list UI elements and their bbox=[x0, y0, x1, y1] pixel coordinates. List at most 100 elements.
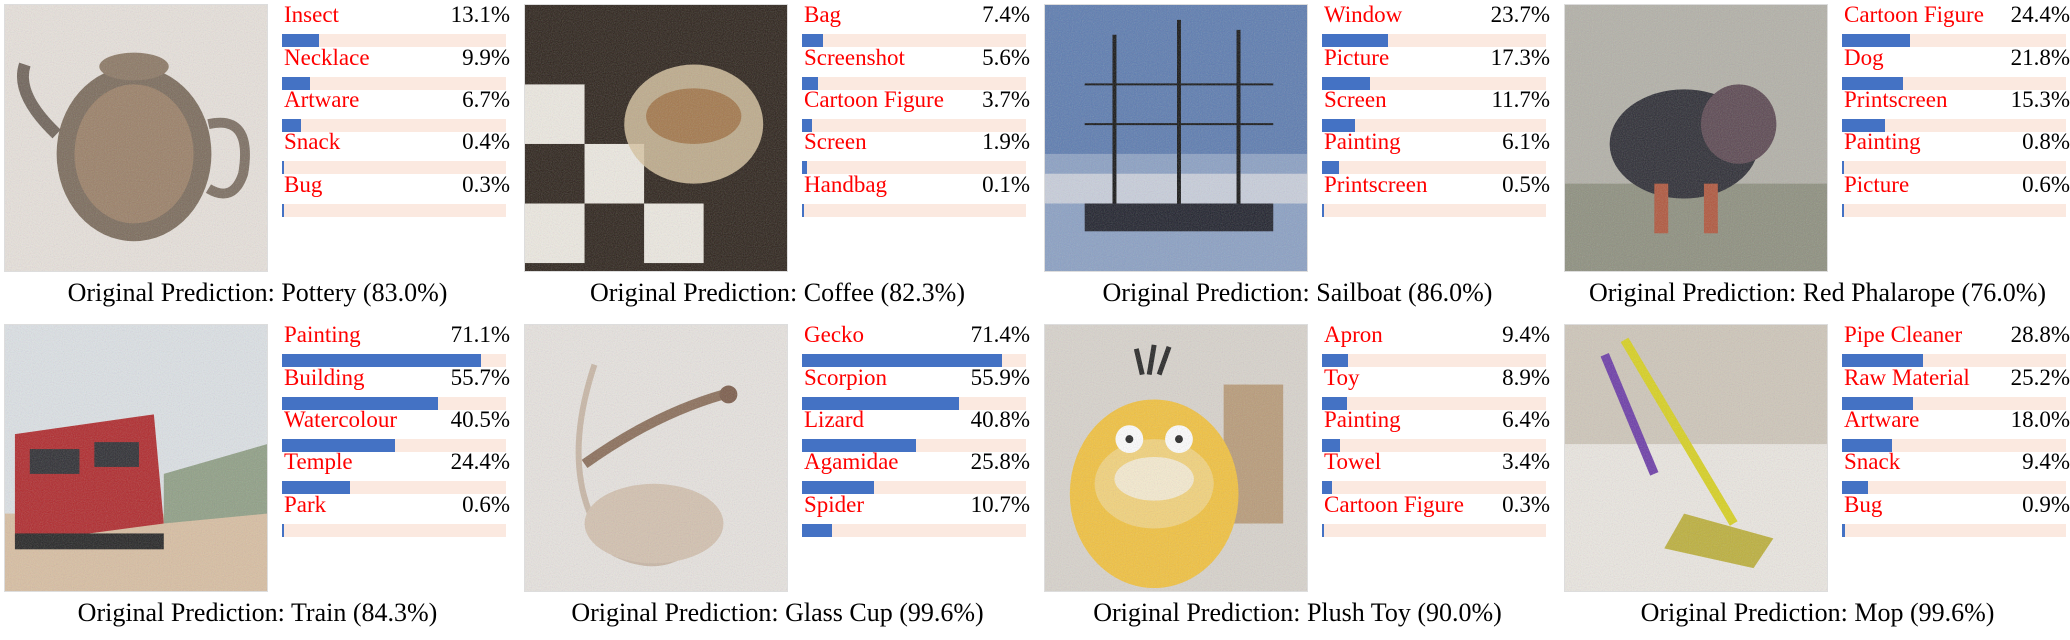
category-label: Cartoon Figure bbox=[1324, 492, 1464, 517]
category-label: Cartoon Figure bbox=[1844, 2, 1984, 27]
bar-track bbox=[1842, 161, 2066, 174]
value-label: 55.7% bbox=[450, 365, 510, 390]
bar bbox=[282, 161, 284, 174]
category-label: Towel bbox=[1324, 449, 1382, 474]
category-label: Snack bbox=[1844, 449, 1901, 474]
bar-row: Cartoon Figure 0.3% bbox=[1322, 490, 1552, 546]
original-prediction-caption: Original Prediction: Plush Toy (90.0%) bbox=[1040, 598, 1555, 628]
value-label: 21.8% bbox=[2010, 45, 2070, 70]
original-prediction-caption: Original Prediction: Coffee (82.3%) bbox=[520, 278, 1035, 308]
bar-row: Window 23.7% bbox=[1322, 0, 1552, 56]
bar-row: Screen 1.9% bbox=[802, 127, 1032, 183]
bar-track bbox=[1322, 481, 1546, 494]
bar-row: Artware 6.7% bbox=[282, 85, 512, 141]
bar-row: Painting 71.1% bbox=[282, 320, 512, 376]
category-label: Apron bbox=[1324, 322, 1383, 347]
category-label: Park bbox=[284, 492, 327, 517]
category-label: Lizard bbox=[804, 407, 865, 432]
bar bbox=[1842, 524, 1845, 537]
caption-prefix: Original Prediction: bbox=[1640, 598, 1848, 627]
bar-track bbox=[282, 354, 506, 367]
bar-row: Printscreen 0.5% bbox=[1322, 170, 1552, 226]
bar-track bbox=[802, 119, 1026, 132]
bar-chart: Gecko 71.4% Scorpion 55.9% Lizard 40.8% Agamid… bbox=[802, 320, 1032, 595]
value-label: 18.0% bbox=[2010, 407, 2070, 432]
bar bbox=[1322, 161, 1339, 174]
bar-track bbox=[1842, 481, 2066, 494]
bar bbox=[1842, 34, 1910, 47]
bar-row: Agamidae 25.8% bbox=[802, 447, 1032, 503]
bar-chart: Insect 13.1% Necklace 9.9% Artware 6.7% Snack 0… bbox=[282, 0, 512, 275]
category-label: Handbag bbox=[804, 172, 888, 197]
bar-track bbox=[1842, 524, 2066, 537]
bar-chart: Cartoon Figure 24.4% Dog 21.8% Printscreen 15… bbox=[1842, 0, 2070, 275]
bar-row: Gecko 71.4% bbox=[802, 320, 1032, 376]
bar-row: Screen 11.7% bbox=[1322, 85, 1552, 141]
bar bbox=[802, 204, 804, 217]
category-label: Gecko bbox=[804, 322, 865, 347]
bar-row: Snack 0.4% bbox=[282, 127, 512, 183]
category-label: Painting bbox=[284, 322, 361, 347]
value-label: 0.6% bbox=[462, 492, 510, 517]
category-label: Insect bbox=[284, 2, 339, 27]
bar bbox=[1842, 354, 1923, 367]
bar-track bbox=[802, 204, 1026, 217]
value-label: 71.1% bbox=[450, 322, 510, 347]
bar-chart: Pipe Cleaner 28.8% Raw Material 25.2% Artwar… bbox=[1842, 320, 2070, 595]
value-label: 7.4% bbox=[982, 2, 1030, 27]
bar-row: Artware 18.0% bbox=[1842, 405, 2070, 461]
caption-prediction: Mop (99.6%) bbox=[1854, 598, 1995, 627]
value-label: 5.6% bbox=[982, 45, 1030, 70]
bar-row: Screenshot 5.6% bbox=[802, 43, 1032, 99]
bar-track bbox=[1842, 439, 2066, 452]
image-train bbox=[4, 324, 268, 592]
bar-row: Cartoon Figure 24.4% bbox=[1842, 0, 2070, 56]
category-label: Painting bbox=[1324, 407, 1401, 432]
bar-row: Painting 6.1% bbox=[1322, 127, 1552, 183]
category-label: Printscreen bbox=[1844, 87, 1948, 112]
category-label: Snack bbox=[284, 129, 341, 154]
value-label: 40.8% bbox=[970, 407, 1030, 432]
value-label: 0.3% bbox=[1502, 492, 1550, 517]
category-label: Screenshot bbox=[804, 45, 905, 70]
bar-row: Scorpion 55.9% bbox=[802, 363, 1032, 419]
bar bbox=[802, 354, 1002, 367]
bar-row: Snack 9.4% bbox=[1842, 447, 2070, 503]
bar-row: Dog 21.8% bbox=[1842, 43, 2070, 99]
bar-row: Painting 6.4% bbox=[1322, 405, 1552, 461]
bar-track bbox=[1842, 204, 2066, 217]
value-label: 11.7% bbox=[1491, 87, 1550, 112]
value-label: 25.2% bbox=[2010, 365, 2070, 390]
bar-row: Park 0.6% bbox=[282, 490, 512, 546]
bar-row: Bag 7.4% bbox=[802, 0, 1032, 56]
value-label: 55.9% bbox=[970, 365, 1030, 390]
value-label: 6.7% bbox=[462, 87, 510, 112]
category-label: Building bbox=[284, 365, 365, 390]
bar-track bbox=[282, 161, 506, 174]
bar bbox=[1322, 204, 1324, 217]
bar bbox=[1322, 119, 1355, 132]
bar-row: Watercolour 40.5% bbox=[282, 405, 512, 461]
bar-row: Painting 0.8% bbox=[1842, 127, 2070, 183]
bar-row: Necklace 9.9% bbox=[282, 43, 512, 99]
category-label: Screen bbox=[804, 129, 867, 154]
category-label: Picture bbox=[1844, 172, 1910, 197]
bar bbox=[1842, 397, 1913, 410]
bar-track bbox=[282, 481, 506, 494]
category-label: Raw Material bbox=[1844, 365, 1970, 390]
bar bbox=[802, 119, 812, 132]
panel-train: Painting 71.1% Building 55.7% Watercolour 40.… bbox=[0, 320, 515, 640]
category-label: Bag bbox=[804, 2, 842, 27]
category-label: Bug bbox=[1844, 492, 1883, 517]
bar-track bbox=[1322, 34, 1546, 47]
bar-track bbox=[1842, 354, 2066, 367]
bar-track bbox=[1322, 119, 1546, 132]
category-label: Picture bbox=[1324, 45, 1390, 70]
caption-prediction: Red Phalarope (76.0%) bbox=[1802, 278, 2047, 307]
bar-track bbox=[1842, 34, 2066, 47]
bar bbox=[1322, 524, 1324, 537]
panel-bird-dog: Cartoon Figure 24.4% Dog 21.8% Printscreen 15… bbox=[1560, 0, 2070, 320]
caption-prefix: Original Prediction: bbox=[1093, 598, 1301, 627]
bar-track bbox=[802, 77, 1026, 90]
bar bbox=[282, 204, 284, 217]
